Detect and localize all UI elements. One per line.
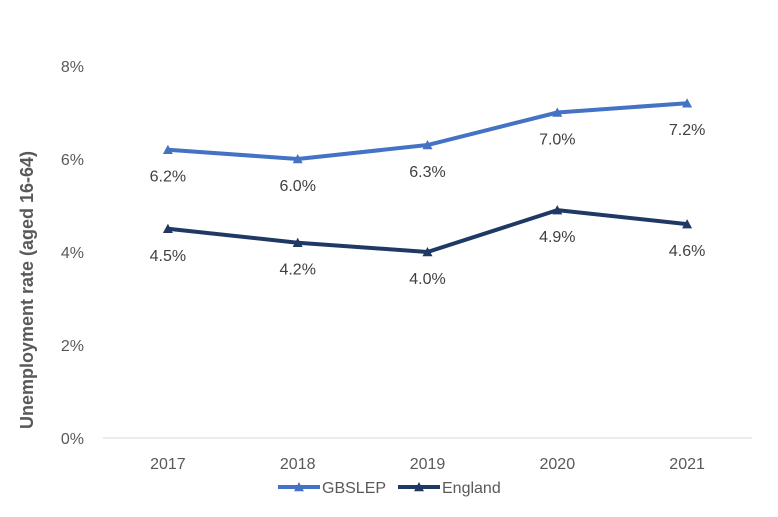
england-data-label: 4.6% [669,243,705,260]
x-tick-label: 2020 [540,456,576,473]
y-tick-label: 8% [61,59,84,76]
england-data-label: 4.2% [279,262,315,279]
legend: GBSLEP England [278,480,501,497]
gbslep-data-label: 6.0% [279,178,315,195]
gbslep-point [162,144,173,154]
gbslep-data-label: 7.2% [669,122,705,139]
plot-area: 0% 2% 4% 6% 8% 2017 2018 2019 2020 2021 6.2% 6.0% 6.… [61,59,752,473]
england-point [292,237,303,247]
gbslep-point [682,98,693,108]
legend-gbslep-marker [294,482,304,492]
legend-england-marker [414,482,424,492]
y-tick-label: 2% [61,338,84,355]
gbslep-point [552,107,563,117]
x-tick-label: 2018 [280,456,316,473]
gbslep-data-label: 6.3% [409,164,445,181]
x-tick-label: 2017 [150,456,186,473]
england-data-label: 4.5% [150,248,186,265]
england-point [682,219,693,229]
legend-england-label: England [442,480,501,497]
gbslep-point [422,140,433,150]
england-point [552,205,563,215]
y-tick-label: 6% [61,152,84,169]
gbslep-point [292,154,303,164]
england-point [162,223,173,233]
y-tick-label: 4% [61,245,84,262]
y-tick-label: 0% [61,431,84,448]
x-tick-label: 2021 [669,456,705,473]
england-data-label: 4.9% [539,229,575,246]
gbslep-data-label: 7.0% [539,132,575,149]
england-data-label: 4.0% [409,271,445,288]
x-tick-label: 2019 [410,456,446,473]
legend-gbslep-label: GBSLEP [322,480,386,497]
gbslep-data-label: 6.2% [150,169,186,186]
y-axis-title: Unemployment rate (aged 16-64) [17,151,37,429]
england-line [165,208,690,254]
gbslep-line [165,101,690,161]
england-point [422,247,433,257]
